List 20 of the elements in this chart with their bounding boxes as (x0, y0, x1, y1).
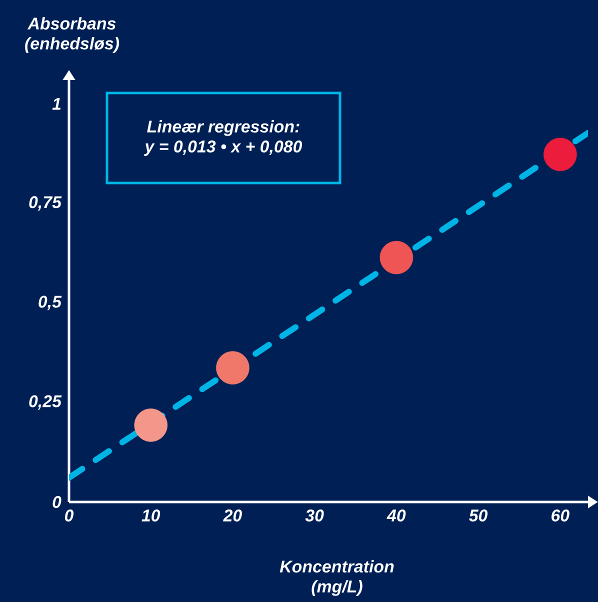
y-axis-title: Absorbans (enhedsløs) (25, 17, 120, 53)
x-axis-title: Koncentration (mg/L) (280, 560, 394, 596)
y-tick-label: 0 (52, 496, 62, 508)
point (380, 240, 414, 274)
x-tick-label: 60 (552, 510, 570, 522)
annotation: Lineær regression: (147, 120, 300, 136)
x-tick-label: 50 (469, 510, 488, 522)
point (544, 138, 577, 172)
x-tick-label: 0 (64, 510, 74, 522)
annotation: y = 0,013 • x + 0,080 (144, 140, 302, 156)
x-tick-label: 40 (386, 510, 406, 522)
y-tick-label: 1 (52, 98, 61, 110)
point (134, 408, 168, 442)
x-tick-label: 30 (305, 510, 324, 522)
x-tick-label: 20 (223, 510, 242, 522)
y-tick-label: 0,75 (29, 196, 62, 211)
y-tick-label: 0,5 (38, 296, 62, 310)
y-tick-label: 0,25 (29, 395, 62, 410)
x-tick-label: 10 (142, 510, 160, 522)
point (216, 351, 250, 384)
